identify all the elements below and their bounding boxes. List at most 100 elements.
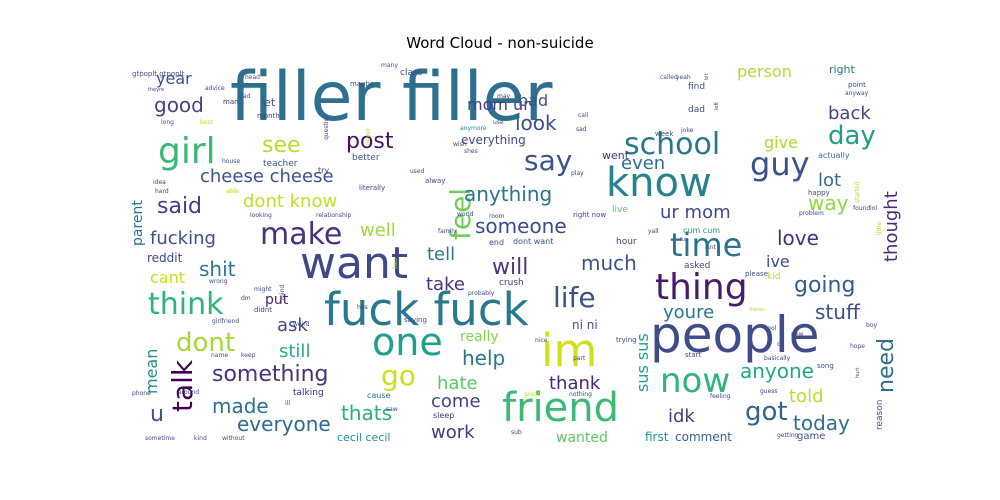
word-wish: wish [453,141,467,148]
word-mom-ur: mom ur [467,95,530,114]
word-someone: someone [475,214,567,238]
word-work: work [431,422,475,443]
word-idk: idk [668,406,695,427]
word-thing: thing [655,267,748,308]
word-back: back [828,103,871,124]
word-house: house [222,158,240,165]
word-saw: saw [386,406,398,413]
word-parent: parent [130,200,146,246]
word-said: said [157,194,202,219]
word-little: little [876,221,883,235]
word-many: many [381,62,398,69]
word-know: know [606,160,712,206]
word-school: school [624,127,720,162]
word-make: make [260,217,342,252]
word-dad: dad [688,105,705,115]
word-shes: shes [464,148,478,155]
word-cool: cool [764,325,777,332]
word-put: put [265,292,289,308]
word-teacher: teacher [263,159,298,169]
word-kid: kid [767,272,780,282]
word-ask: ask [277,315,308,336]
word-thats: thats [341,401,392,425]
word-happy: happy [808,189,830,197]
word-lol: lol [870,205,877,212]
word-man: man [223,98,239,106]
word-well: well [360,220,396,241]
word-thought: thought [881,191,902,262]
word-relationship: relationship [316,212,351,219]
word-nothing: nothing [569,391,592,398]
word-looking: looking [250,212,272,219]
word-basically: basically [764,355,791,362]
word-give: give [764,133,798,152]
word-reason: reason [875,400,885,430]
word-filler-filler: filler filler [230,58,552,137]
word-didnt: didnt [254,306,272,314]
word-theyre: theyre [148,87,164,93]
word-hes: hes [357,304,368,311]
word-anyone: anyone [740,359,814,383]
word-girl: girl [158,131,216,172]
word-cheese-cheese: cheese cheese [200,166,334,187]
word-time: time [670,226,742,264]
word-hurt: hurt [855,368,861,378]
word-please: please [745,270,768,278]
word-read: read [237,93,251,100]
word-left: left [714,102,720,110]
word-wanted: wanted [556,430,608,446]
word-called: called [660,74,678,81]
word-start: start [685,351,702,359]
word-name: name [211,352,228,359]
word-without: without [222,435,245,442]
word-sus-sus: sus sus [633,333,652,392]
word-cecil-cecil: cecil cecil [337,431,390,444]
word-everyone: everyone [237,412,331,436]
word-comment: comment [675,430,732,444]
word-probably: probably [468,290,495,297]
word-live: live [612,205,628,215]
word-right: right [829,63,856,76]
word-post: post [346,129,394,154]
word-lot: lot [818,170,841,191]
word-weird: weird [293,321,310,328]
word-im: im [541,324,597,377]
word-help: help [462,346,505,370]
word-going: going [794,273,855,298]
word-point: point [848,81,866,89]
word-game: game [797,431,825,442]
word-actually: actually [818,151,850,160]
word-end: end [489,238,504,247]
word-class: class [400,68,423,78]
word-talk: talk [166,359,199,412]
word-people: people [650,306,819,364]
word-made: made [212,394,269,418]
word-go: go [381,359,416,392]
word-life: life [553,281,596,314]
word-still: still [279,341,310,362]
word-u: u [150,402,164,427]
word-started: started [854,181,861,203]
word-yeah: yeah [676,74,691,81]
word-great: great [524,391,541,398]
word-youre: youre [663,302,714,323]
word-alway: alway [425,177,445,185]
word-much: much [581,251,637,275]
word-boy: boy [866,322,877,329]
word-guy: guy [750,145,810,183]
word-ive: ive [766,252,790,271]
word-saying: saying [404,316,427,324]
word-one: one [372,320,443,364]
word-mean: mean [142,349,161,394]
word-everything: everything [461,133,526,147]
word-used: used [410,168,425,175]
word-phone: phone [132,390,151,397]
word-come: come [431,391,481,412]
word-girlfriend: girlfriend [212,318,239,325]
word-gtpoplt-gtpoplt: gtpoplt gtpoplt [132,70,185,78]
word-even: even [621,153,665,174]
word-find: find [688,82,705,92]
word-isnt: isnt [705,244,717,251]
word-way: way [808,191,849,215]
